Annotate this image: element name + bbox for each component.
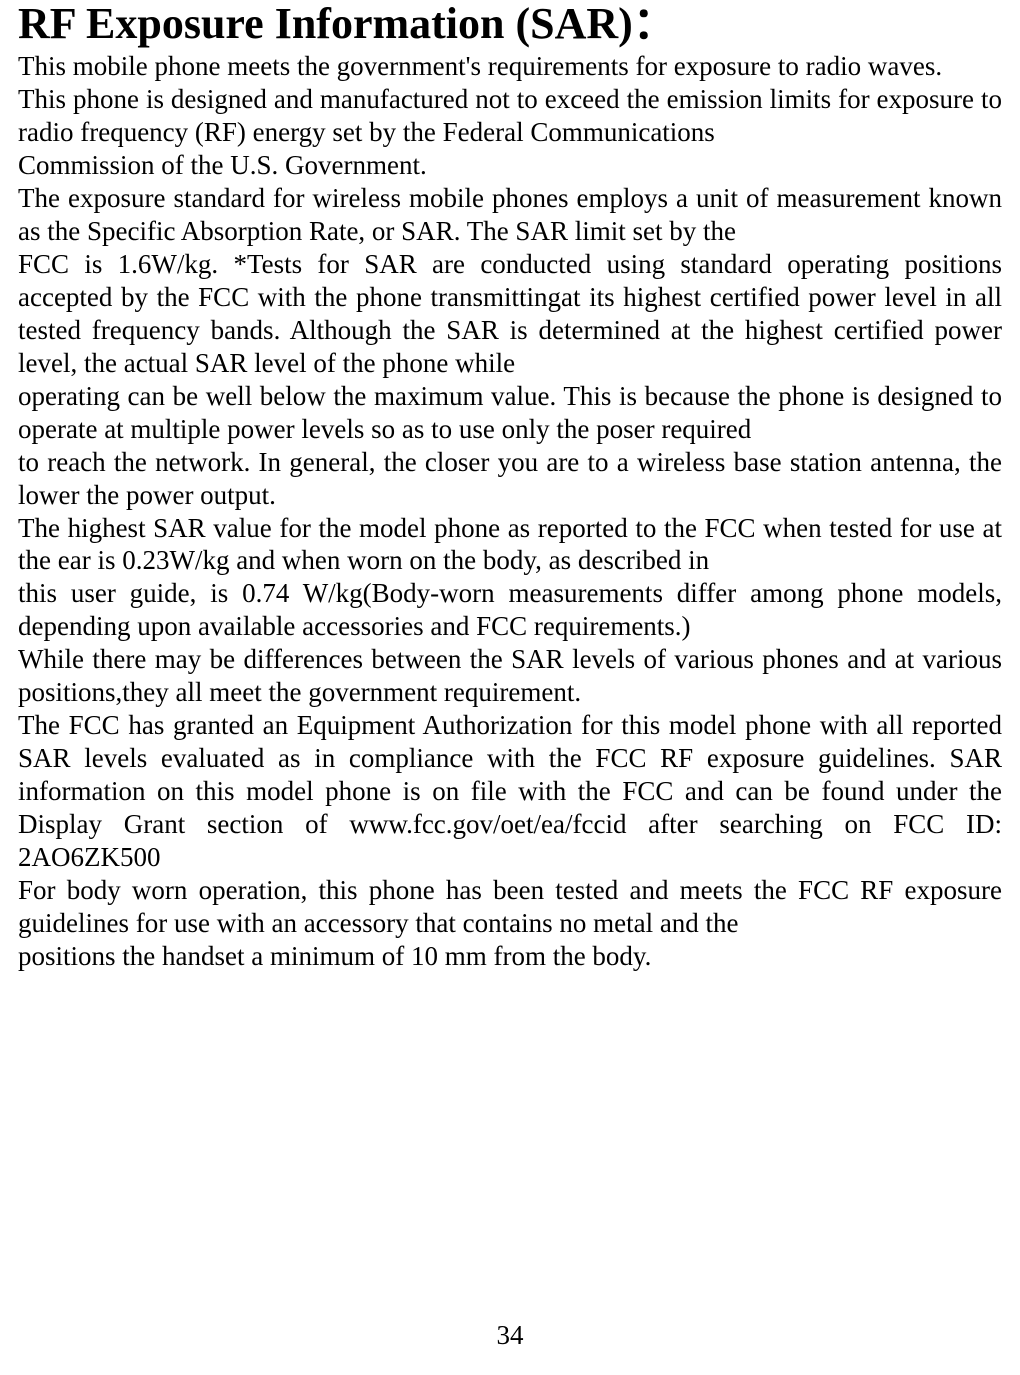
paragraph: to reach the network. In general, the cl…: [18, 446, 1002, 512]
paragraph: While there may be differences between t…: [18, 643, 1002, 709]
paragraph: For body worn operation, this phone has …: [18, 874, 1002, 940]
paragraph: The FCC has granted an Equipment Authori…: [18, 709, 1002, 874]
paragraph: operating can be well below the maximum …: [18, 380, 1002, 446]
page-number: 34: [0, 1320, 1020, 1351]
paragraph: positions the handset a minimum of 10 mm…: [18, 940, 1002, 973]
paragraph: The exposure standard for wireless mobil…: [18, 182, 1002, 248]
paragraph: FCC is 1.6W/kg. *Tests for SAR are condu…: [18, 248, 1002, 380]
paragraph: Commission of the U.S. Government.: [18, 149, 1002, 182]
document-body: This mobile phone meets the government's…: [18, 50, 1002, 972]
paragraph: this user guide, is 0.74 W/kg(Body-worn …: [18, 577, 1002, 643]
document-title: RF Exposure Information (SAR)：: [18, 0, 1002, 48]
paragraph: The highest SAR value for the model phon…: [18, 512, 1002, 578]
paragraph: This mobile phone meets the government's…: [18, 50, 1002, 83]
paragraph: This phone is designed and manufactured …: [18, 83, 1002, 149]
